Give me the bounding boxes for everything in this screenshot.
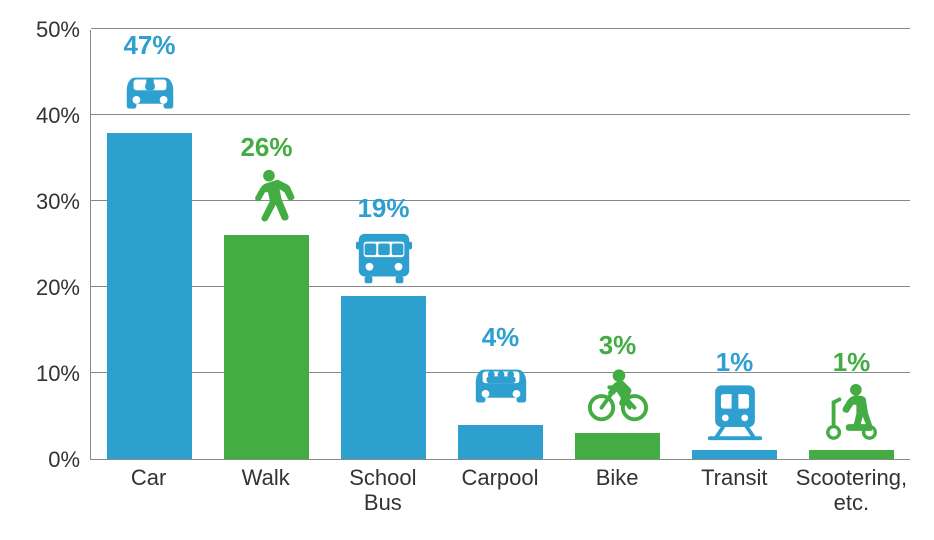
bar [692, 450, 776, 459]
bar [458, 425, 542, 459]
scooter-icon [821, 382, 883, 444]
plot-area: 47% 26% 19% 4% 3% 1% 1% [90, 30, 910, 460]
bike-icon [587, 365, 649, 427]
x-tick-label: SchoolBus [324, 465, 441, 516]
bar-slot: 4% [442, 30, 559, 459]
x-tick-label: Car [90, 465, 207, 516]
bar-slot: 47% [91, 30, 208, 459]
x-tick-label: Carpool [441, 465, 558, 516]
bar-value-label: 4% [482, 322, 520, 353]
gridline [91, 28, 910, 29]
bar [107, 133, 191, 459]
car-icon [119, 65, 181, 127]
bus-icon [353, 228, 415, 290]
carpool-icon [470, 357, 532, 419]
bar-value-label: 1% [833, 347, 871, 378]
bar [224, 235, 308, 459]
bar-slot: 3% [559, 30, 676, 459]
x-tick-label: Bike [559, 465, 676, 516]
bar-value-label: 47% [123, 30, 175, 61]
y-tick-label: 50% [20, 17, 80, 43]
bar-slot: 19% [325, 30, 442, 459]
bar [575, 433, 659, 459]
bar-slot: 1% [793, 30, 910, 459]
bars-container: 47% 26% 19% 4% 3% 1% 1% [91, 30, 910, 459]
y-tick-label: 0% [20, 447, 80, 473]
bar-value-label: 19% [357, 193, 409, 224]
x-axis-labels: CarWalkSchoolBusCarpoolBikeTransitScoote… [90, 465, 910, 516]
transit-icon [704, 382, 766, 444]
x-tick-label: Transit [676, 465, 793, 516]
bar-slot: 26% [208, 30, 325, 459]
transportation-mode-chart: 0% 10% 20% 30% 40% 50% 47% 26% 19% 4% 3% 1% 1% CarW… [20, 20, 914, 520]
x-tick-label: Scootering,etc. [793, 465, 910, 516]
bar [341, 296, 425, 459]
bar-value-label: 3% [599, 330, 637, 361]
y-tick-label: 20% [20, 275, 80, 301]
y-tick-label: 40% [20, 103, 80, 129]
bar-value-label: 26% [240, 132, 292, 163]
bar-slot: 1% [676, 30, 793, 459]
walk-icon [236, 167, 298, 229]
bar [809, 450, 893, 459]
x-tick-label: Walk [207, 465, 324, 516]
y-tick-label: 30% [20, 189, 80, 215]
bar-value-label: 1% [716, 347, 754, 378]
y-tick-label: 10% [20, 361, 80, 387]
